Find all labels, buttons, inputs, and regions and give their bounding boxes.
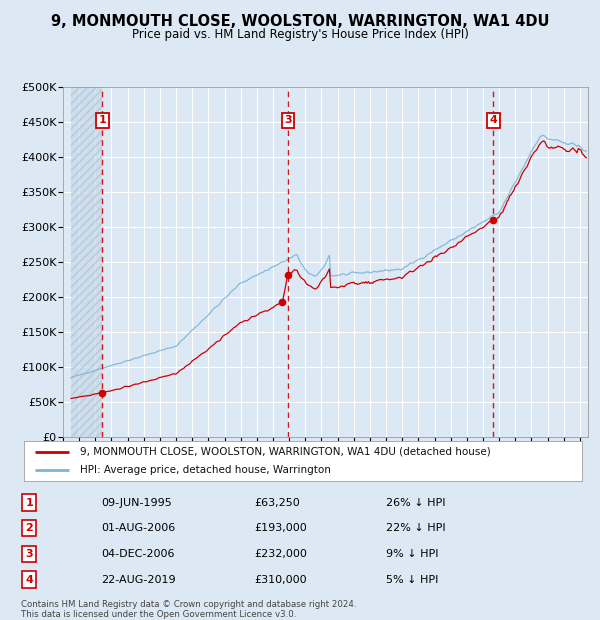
Text: 4: 4 bbox=[25, 575, 33, 585]
Polygon shape bbox=[71, 87, 103, 437]
Text: 01-AUG-2006: 01-AUG-2006 bbox=[101, 523, 176, 533]
Text: £310,000: £310,000 bbox=[254, 575, 307, 585]
Text: £232,000: £232,000 bbox=[254, 549, 307, 559]
Text: 04-DEC-2006: 04-DEC-2006 bbox=[101, 549, 175, 559]
Text: 1: 1 bbox=[98, 115, 106, 125]
Text: 3: 3 bbox=[284, 115, 292, 125]
Text: £193,000: £193,000 bbox=[254, 523, 307, 533]
Text: £63,250: £63,250 bbox=[254, 498, 299, 508]
Text: 5% ↓ HPI: 5% ↓ HPI bbox=[386, 575, 439, 585]
Text: 2: 2 bbox=[25, 523, 33, 533]
Text: 9% ↓ HPI: 9% ↓ HPI bbox=[386, 549, 439, 559]
Text: 1: 1 bbox=[25, 498, 33, 508]
Text: Price paid vs. HM Land Registry's House Price Index (HPI): Price paid vs. HM Land Registry's House … bbox=[131, 28, 469, 40]
Text: 22% ↓ HPI: 22% ↓ HPI bbox=[386, 523, 446, 533]
Text: 09-JUN-1995: 09-JUN-1995 bbox=[101, 498, 172, 508]
Text: 3: 3 bbox=[25, 549, 33, 559]
Text: 22-AUG-2019: 22-AUG-2019 bbox=[101, 575, 176, 585]
Text: 9, MONMOUTH CLOSE, WOOLSTON, WARRINGTON, WA1 4DU (detached house): 9, MONMOUTH CLOSE, WOOLSTON, WARRINGTON,… bbox=[80, 447, 491, 457]
Text: HPI: Average price, detached house, Warrington: HPI: Average price, detached house, Warr… bbox=[80, 465, 331, 475]
Text: 9, MONMOUTH CLOSE, WOOLSTON, WARRINGTON, WA1 4DU: 9, MONMOUTH CLOSE, WOOLSTON, WARRINGTON,… bbox=[51, 14, 549, 29]
Text: Contains HM Land Registry data © Crown copyright and database right 2024.
This d: Contains HM Land Registry data © Crown c… bbox=[21, 600, 356, 619]
Text: 4: 4 bbox=[490, 115, 497, 125]
Text: 26% ↓ HPI: 26% ↓ HPI bbox=[386, 498, 446, 508]
